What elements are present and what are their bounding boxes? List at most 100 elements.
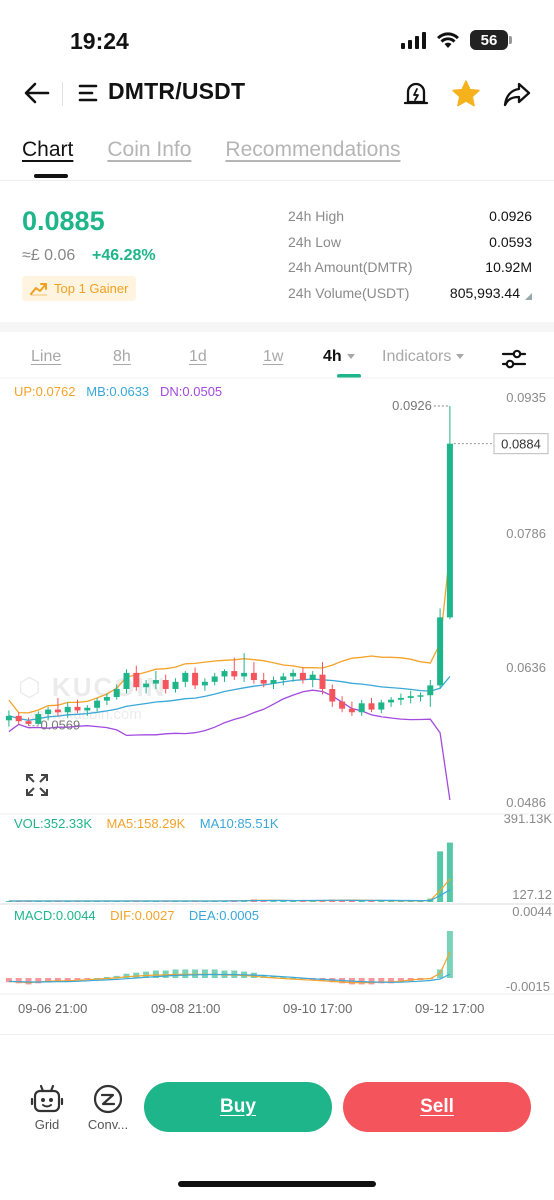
volume-bar bbox=[172, 901, 179, 902]
macd-bar bbox=[54, 978, 61, 982]
macd-bar bbox=[103, 976, 110, 978]
candle-body bbox=[397, 697, 404, 700]
tab-coin-info[interactable]: Coin Info bbox=[107, 138, 192, 161]
macd-bar bbox=[446, 931, 453, 978]
interval-8h[interactable]: 8h bbox=[113, 348, 131, 365]
chart-settings-sliders-icon[interactable] bbox=[500, 346, 528, 372]
tab-recommendations[interactable]: Recommendations bbox=[225, 138, 401, 161]
chart-bottom-divider bbox=[0, 1034, 554, 1035]
grid-bot-button[interactable]: Grid bbox=[19, 1084, 75, 1132]
candle-body bbox=[182, 672, 189, 682]
tab-chart[interactable]: Chart bbox=[22, 138, 73, 182]
fullscreen-expand-icon[interactable] bbox=[24, 772, 50, 798]
volume-bar bbox=[388, 900, 395, 902]
volume-bar bbox=[54, 901, 61, 902]
buy-button[interactable]: Buy bbox=[144, 1082, 332, 1132]
interval-1d[interactable]: 1d bbox=[189, 348, 207, 365]
candle-body bbox=[15, 715, 22, 722]
tabs-divider bbox=[0, 180, 554, 181]
volume-bar bbox=[446, 842, 453, 902]
boll-up-value: UP:0.0762 bbox=[14, 384, 76, 399]
page-tabs: Chart Coin Info Recommendations bbox=[22, 138, 401, 182]
fiat-price: ≈£ 0.06 bbox=[22, 247, 76, 264]
volume-bar bbox=[103, 901, 110, 902]
current-price-tag bbox=[493, 433, 549, 455]
volume-bar bbox=[113, 900, 120, 902]
volume-bar bbox=[123, 900, 130, 902]
candle-body bbox=[388, 699, 395, 703]
sell-button[interactable]: Sell bbox=[343, 1082, 531, 1132]
volume-bar bbox=[15, 901, 22, 902]
vol-ma10-value: MA10:85.51K bbox=[199, 816, 279, 831]
volume-bar bbox=[319, 899, 326, 902]
pair-list-menu-icon[interactable] bbox=[78, 82, 98, 104]
stat-value: 0.0593 bbox=[489, 233, 532, 250]
top-gainer-label: Top 1 Gainer bbox=[54, 281, 129, 296]
volume-bar bbox=[143, 901, 150, 902]
pair-title[interactable]: DMTR/USDT bbox=[108, 78, 246, 104]
stat-row: 24h Volume(USDT) 805,993.44 bbox=[288, 283, 532, 309]
volume-bar bbox=[339, 900, 346, 902]
stat-label: 24h Low bbox=[288, 233, 341, 250]
time-axis-label: 09-08 21:00 bbox=[151, 1001, 221, 1016]
volume-axis-label: 391.13K bbox=[503, 811, 552, 826]
volume-bar bbox=[270, 900, 277, 902]
volume-bar bbox=[5, 901, 12, 902]
high-marker-value: 0.0926 bbox=[392, 398, 432, 413]
macd-bar bbox=[123, 973, 130, 978]
top-gainer-badge[interactable]: Top 1 Gainer bbox=[22, 276, 137, 301]
volume-bar bbox=[133, 900, 140, 902]
volume-bar bbox=[211, 900, 218, 902]
macd-bar bbox=[407, 978, 414, 982]
candle-body bbox=[417, 695, 424, 697]
stat-label: 24h Amount(DMTR) bbox=[288, 259, 413, 275]
status-bar: 19:24 56 bbox=[0, 0, 554, 80]
share-icon[interactable] bbox=[502, 80, 532, 108]
stat-label: 24h Volume(USDT) bbox=[288, 284, 410, 301]
candle-body bbox=[329, 688, 336, 702]
price-alert-icon[interactable] bbox=[402, 80, 430, 108]
macd-bar bbox=[162, 970, 169, 978]
wifi-icon bbox=[437, 32, 459, 48]
interval-line[interactable]: Line bbox=[31, 348, 62, 365]
volume-bar bbox=[182, 900, 189, 902]
stat-row: 24h Low 0.0593 bbox=[288, 232, 532, 258]
macd-bar bbox=[329, 978, 336, 983]
stat-value: 805,993.44 bbox=[449, 284, 520, 301]
macd-bar bbox=[417, 978, 424, 981]
interval-4h[interactable]: 4h bbox=[323, 348, 355, 366]
volume-bar bbox=[437, 851, 444, 902]
price-axis-label: 0.0935 bbox=[506, 390, 546, 405]
macd-bar bbox=[250, 972, 257, 978]
convert-label: Conv... bbox=[87, 1117, 129, 1132]
favorite-star-icon[interactable] bbox=[450, 78, 482, 110]
volume-bar bbox=[231, 900, 238, 902]
volume-axis-label: 127.12 bbox=[512, 887, 552, 902]
volume-bar bbox=[417, 900, 424, 902]
macd-bar bbox=[309, 978, 316, 981]
chevron-down-icon bbox=[346, 354, 355, 360]
candle-body bbox=[211, 676, 218, 682]
volume-bar bbox=[348, 900, 355, 902]
price-change-percent: +46.28% bbox=[92, 247, 156, 264]
price-axis-label: 0.0636 bbox=[506, 660, 546, 675]
volume-bar bbox=[64, 901, 71, 902]
stat-value: 10.92M bbox=[485, 259, 532, 275]
candle-body bbox=[221, 671, 228, 677]
macd-bar bbox=[358, 978, 365, 985]
convert-button[interactable]: Conv... bbox=[80, 1084, 136, 1132]
candle-body bbox=[260, 680, 267, 684]
chevron-down-icon bbox=[456, 354, 465, 360]
macd-bar bbox=[427, 978, 434, 980]
volume-bar bbox=[280, 900, 287, 902]
status-time: 19:24 bbox=[70, 28, 129, 54]
interval-1w[interactable]: 1w bbox=[263, 348, 284, 365]
stat-row: 24h Amount(DMTR) 10.92M bbox=[288, 257, 532, 283]
macd-bar bbox=[397, 978, 404, 983]
volume-bar bbox=[74, 901, 81, 902]
trade-action-bar: Grid Conv... Buy Sell bbox=[0, 1062, 554, 1162]
back-arrow-icon[interactable] bbox=[22, 78, 52, 108]
active-interval-underline bbox=[337, 374, 361, 378]
volume-bar bbox=[221, 900, 228, 902]
indicators-dropdown[interactable]: Indicators bbox=[382, 348, 465, 366]
